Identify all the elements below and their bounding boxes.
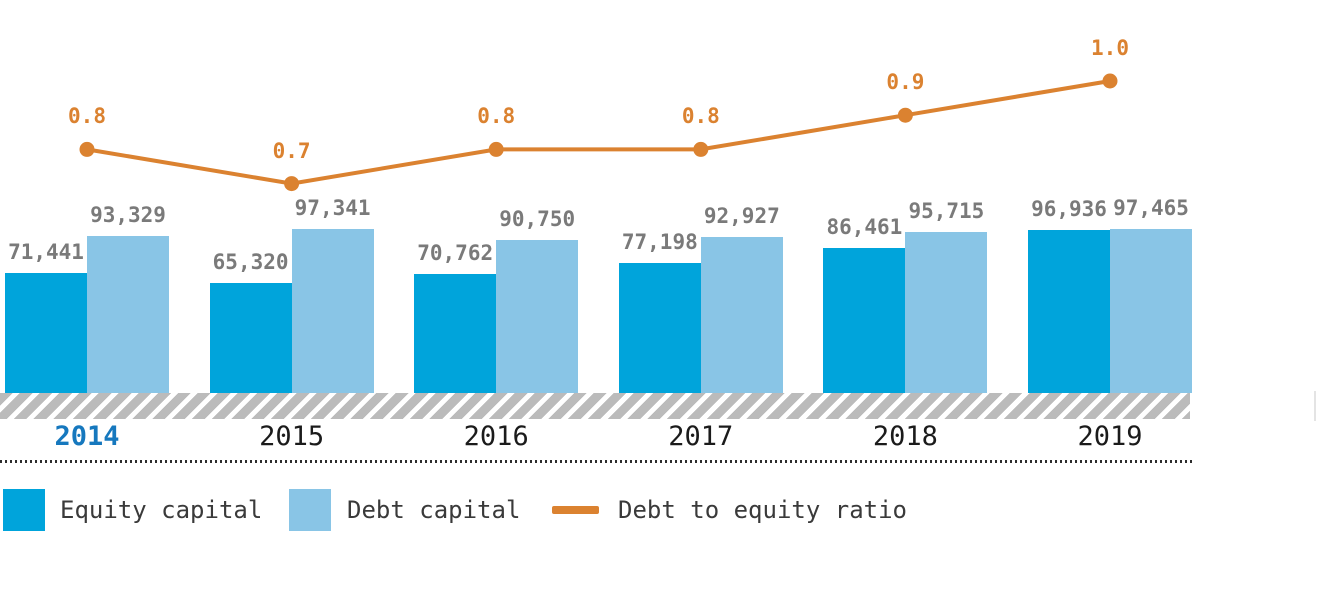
debt-value-label-2019: 97,465 [1113,196,1189,221]
year-label-2016[interactable]: 2016 [463,421,529,452]
year-axis: 2014 2015 2016 2017 2018 2019 [0,421,1342,455]
debt-bar-2014 [87,236,169,393]
legend-label-ratio: Debt to equity ratio [618,496,907,524]
ratio-label-2016: 0.8 [477,104,516,129]
equity-value-label-2015: 65,320 [212,250,289,275]
debt-bar-2016 [496,240,579,393]
equity-bar-2014 [5,272,87,393]
year-label-2017[interactable]: 2017 [668,421,734,452]
ratio-point-2018 [897,107,913,123]
ratio-point-2015 [284,176,300,192]
ratio-label-2014: 0.8 [68,104,106,129]
ratio-line-swatch-icon [552,506,599,514]
ratio-point-2014 [79,141,95,157]
ratio-line [86,79,1111,186]
ratio-label-2019: 1.0 [1091,36,1129,60]
equity-bar-2018 [823,247,906,393]
debt-value-label-2016: 90,750 [499,207,576,232]
equity-bar-2019 [1028,230,1110,393]
debt-value-label-2014: 93,329 [90,203,166,228]
equity-bar-2016 [414,274,497,393]
legend-label-debt: Debt capital [347,496,521,524]
year-label-2018[interactable]: 2018 [872,421,938,452]
ratio-label-2017: 0.8 [681,104,720,129]
equity-value-label-2017: 77,198 [621,230,698,255]
equity-value-label-2016: 70,762 [417,241,494,266]
equity-value-label-2019: 96,936 [1031,197,1107,222]
debt-bar-2019 [1110,229,1192,393]
debt-value-label-2017: 92,927 [703,203,780,228]
ratio-point-2019 [1102,73,1118,89]
year-label-2014[interactable]: 2014 [54,421,120,452]
ratio-point-2016 [488,141,504,157]
equity-bar-2015 [209,283,292,393]
dotted-divider [0,460,1193,463]
ratio-point-2017 [693,141,709,157]
equity-value-label-2014: 71,441 [8,239,84,264]
debt-bar-2015 [291,229,374,393]
debt-swatch-icon [289,489,331,531]
debt-bar-2017 [700,236,783,393]
ratio-label-2018: 0.9 [886,70,925,95]
year-label-2019[interactable]: 2019 [1077,421,1143,452]
debt-value-label-2018: 95,715 [908,199,985,224]
equity-swatch-icon [3,489,45,531]
equity-bar-2017 [618,263,701,393]
equity-value-label-2018: 86,461 [826,214,903,239]
legend: Equity capital Debt capital Debt to equi… [0,485,1342,535]
axis-hatch-band [0,393,1190,419]
debt-value-label-2015: 97,341 [294,196,371,221]
debt-bar-2018 [905,232,988,393]
legend-label-equity: Equity capital [60,496,263,524]
right-edge-artifact [1314,391,1316,421]
ratio-label-2015: 0.7 [272,138,311,163]
year-label-2015[interactable]: 2015 [259,421,325,452]
